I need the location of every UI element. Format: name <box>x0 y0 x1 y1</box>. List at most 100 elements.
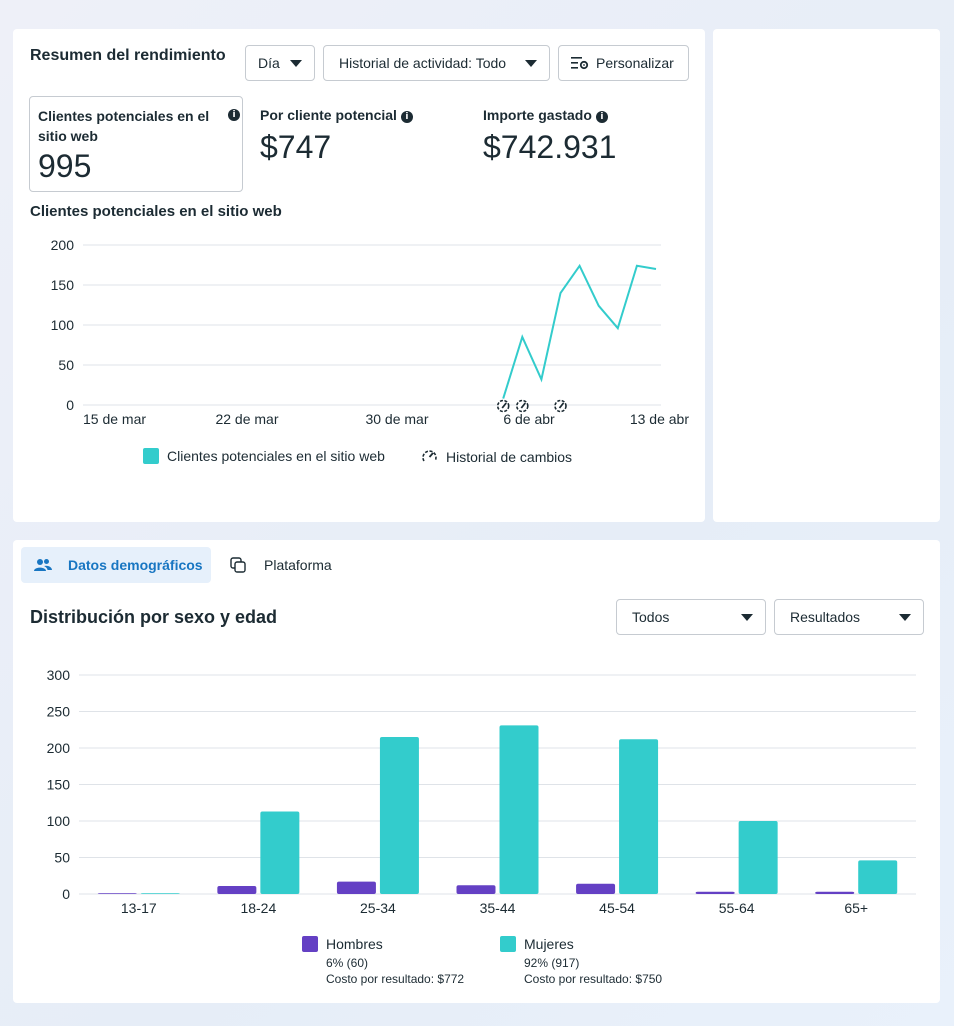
activity-select-label: Historial de actividad: Todo <box>339 55 507 71</box>
legend-men-share: 6% (60) <box>326 956 369 970</box>
metric-label-amount-spent: Importe gastado i <box>483 105 608 125</box>
x-tick-label: 22 de mar <box>215 411 278 427</box>
period-select[interactable]: Día <box>245 45 315 81</box>
metric-card-website-leads[interactable]: Clientes potenciales en el sitio web i 9… <box>29 96 243 192</box>
metric-label-text: Por cliente potencial <box>260 107 397 123</box>
y-tick-label: 0 <box>62 886 70 902</box>
select-label: Todos <box>632 609 670 625</box>
y-tick-label: 150 <box>51 277 75 293</box>
x-tick-label: 65+ <box>844 900 868 916</box>
legend-women-cost: Costo por resultado: $750 <box>524 972 663 986</box>
bar-men-25-34 <box>336 881 376 894</box>
y-tick-label: 200 <box>51 237 75 253</box>
y-tick-label: 200 <box>47 740 71 756</box>
legend-swatch <box>302 936 318 952</box>
bar-women-55-64 <box>738 821 778 894</box>
metric-value-amount-spent: $742.931 <box>483 129 617 165</box>
bar-women-13-17 <box>140 893 180 894</box>
legend-label: Hombres <box>326 936 383 952</box>
customize-settings-icon <box>571 57 589 70</box>
y-tick-label: 150 <box>47 777 71 793</box>
info-icon[interactable]: i <box>228 109 240 121</box>
bar-women-18-24 <box>260 811 300 894</box>
gender-age-bar-chart: 0 50 100 150 200 250 300 13-17 18-24 25-34 35-44 45… <box>47 667 916 916</box>
leads-chart-title: Clientes potenciales en el sitio web <box>30 203 282 220</box>
bar-men-45-54 <box>576 883 616 894</box>
metric-label-cost-per-lead: Por cliente potencial i <box>260 105 413 125</box>
tab-platform[interactable]: Plataforma <box>229 547 359 583</box>
y-tick-label: 100 <box>47 813 71 829</box>
y-tick-label: 0 <box>66 397 74 413</box>
x-tick-label: 15 de mar <box>83 411 146 427</box>
x-tick-label: 45-54 <box>599 900 635 916</box>
metric-value-leads: 995 <box>38 148 92 184</box>
legend-item-men[interactable]: Hombres <box>302 936 383 952</box>
y-tick-label: 100 <box>51 317 75 333</box>
legend-label: Historial de cambios <box>446 448 573 465</box>
metric-select[interactable]: Resultados <box>774 599 924 635</box>
chevron-down-icon <box>290 60 302 67</box>
bar-men-65+ <box>815 891 855 894</box>
audience-filter-select[interactable]: Todos <box>616 599 766 635</box>
tab-label: Datos demográficos <box>68 557 203 573</box>
tab-demographics[interactable]: Datos demográficos <box>21 547 211 583</box>
x-tick-label: 18-24 <box>240 900 276 916</box>
tab-label: Plataforma <box>264 557 332 573</box>
x-tick-label: 13 de abr <box>630 411 689 427</box>
demographics-card: Datos demográficos Plataforma Distribuci… <box>13 540 940 1003</box>
summary-title: Resumen del rendimiento <box>30 47 226 64</box>
y-tick-label: 250 <box>47 704 71 720</box>
legend-item-change-history[interactable]: Historial de cambios <box>421 448 572 465</box>
info-icon[interactable]: i <box>595 111 608 123</box>
x-tick-label: 35-44 <box>480 900 516 916</box>
metric-value-cost-per-lead: $747 <box>260 129 332 165</box>
metric-label-line: sitio web <box>38 128 98 144</box>
x-tick-label: 13-17 <box>121 900 157 916</box>
x-tick-label: 6 de abr <box>503 411 555 427</box>
copy-icon <box>230 557 246 573</box>
bar-men-18-24 <box>217 885 257 894</box>
y-tick-label: 50 <box>58 357 74 373</box>
x-tick-label: 25-34 <box>360 900 396 916</box>
activity-history-select[interactable]: Historial de actividad: Todo <box>323 45 550 81</box>
legend-label: Mujeres <box>524 936 574 952</box>
x-tick-label: 55-64 <box>719 900 755 916</box>
legend-swatch <box>143 448 159 464</box>
bar-women-25-34 <box>379 737 419 894</box>
bar-men-55-64 <box>695 891 735 894</box>
y-tick-label: 300 <box>47 667 71 683</box>
bar-women-35-44 <box>499 725 539 894</box>
change-history-marker-icon <box>515 399 529 413</box>
bar-men-35-44 <box>456 885 496 894</box>
side-panel <box>713 29 940 522</box>
chevron-down-icon <box>525 60 537 67</box>
metric-label: Clientes potenciales en el sitio web <box>38 106 209 146</box>
metric-label-text: Importe gastado <box>483 107 592 123</box>
bar-men-13-17 <box>97 893 137 894</box>
chevron-down-icon <box>741 614 753 621</box>
change-history-marker-icon <box>496 399 510 413</box>
leads-line-chart: 0 50 100 150 200 15 de mar 22 de mar 30 de mar 6… <box>51 237 690 427</box>
legend-women-share: 92% (917) <box>524 956 580 970</box>
bar-women-45-54 <box>619 739 659 894</box>
x-tick-label: 30 de mar <box>365 411 428 427</box>
customize-label: Personalizar <box>596 55 674 71</box>
select-label: Resultados <box>790 609 861 625</box>
bar-women-65+ <box>858 860 898 894</box>
info-icon[interactable]: i <box>400 111 413 123</box>
change-history-marker-icon <box>554 399 567 413</box>
legend-item-women[interactable]: Mujeres <box>500 936 574 952</box>
change-history-icon <box>422 450 437 462</box>
legend-swatch <box>500 936 516 952</box>
y-tick-label: 50 <box>54 850 70 866</box>
demographics-title: Distribución por sexo y edad <box>30 607 278 627</box>
legend-label: Clientes potenciales en el sitio web <box>167 448 385 464</box>
leads-series-line <box>502 263 657 399</box>
legend-men-cost: Costo por resultado: $772 <box>326 972 465 986</box>
customize-button[interactable]: Personalizar <box>558 45 689 81</box>
performance-summary-card: Resumen del rendimiento Día Historial de… <box>13 29 705 522</box>
people-icon <box>34 559 52 571</box>
legend-item-leads[interactable]: Clientes potenciales en el sitio web <box>143 448 385 464</box>
period-select-label: Día <box>258 55 280 71</box>
metric-label-line: Clientes potenciales en el <box>38 108 210 124</box>
